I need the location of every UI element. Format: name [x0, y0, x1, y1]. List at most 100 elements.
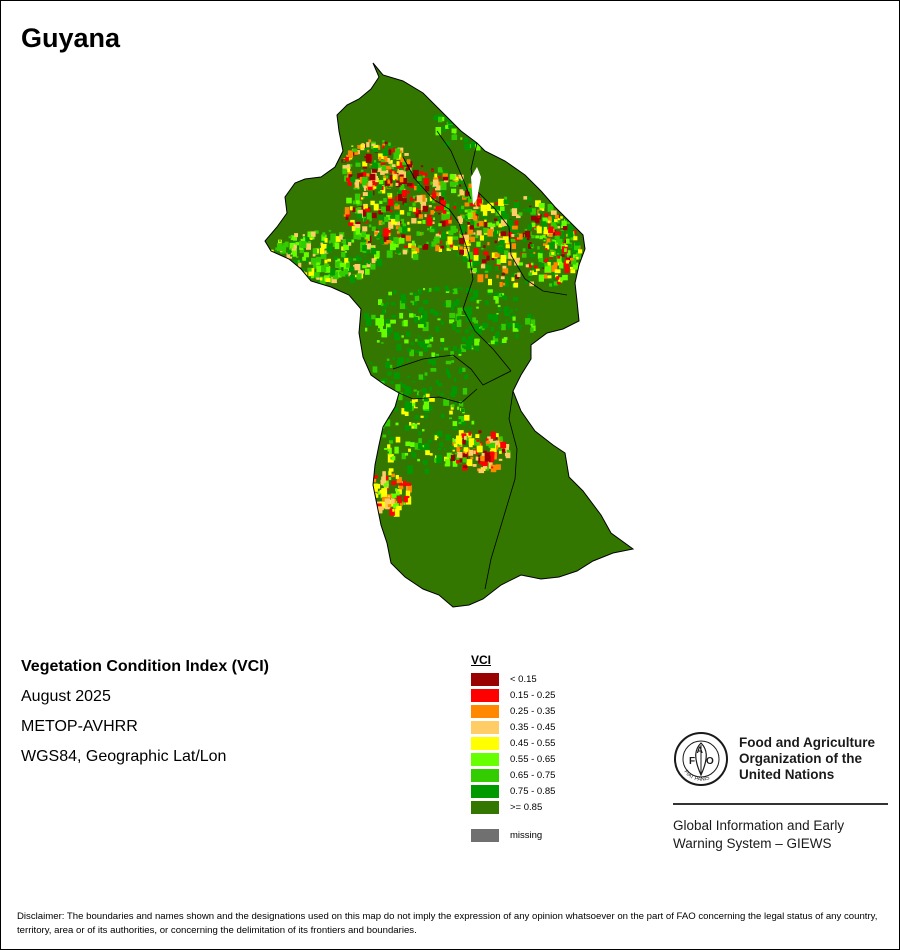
vci-pixel: [417, 334, 422, 339]
vci-pixel: [470, 142, 475, 148]
vci-pixel: [486, 123, 491, 127]
vci-pixel: [544, 213, 549, 217]
vci-pixel: [485, 121, 491, 127]
vci-pixel: [473, 327, 478, 333]
vci-pixel: [487, 229, 493, 237]
vci-pixel: [387, 504, 392, 508]
vci-pixel: [460, 137, 463, 140]
vci-pixel: [482, 113, 486, 117]
vci-pixel: [530, 208, 536, 215]
vci-pixel: [421, 172, 428, 177]
vci-pixel: [295, 242, 301, 246]
vci-pixel: [426, 218, 433, 226]
vci-pixel: [394, 481, 397, 484]
vci-pixel: [461, 119, 466, 123]
map-info: Vegetation Condition Index (VCI) August …: [21, 657, 269, 777]
vci-pixel: [288, 236, 292, 239]
vci-pixel: [450, 105, 457, 111]
vci-pixel: [429, 228, 435, 233]
vci-pixel: [387, 375, 392, 382]
vci-pixel: [331, 276, 337, 284]
vci-pixel: [444, 394, 448, 398]
vci-pixel: [472, 301, 475, 304]
vci-pixel: [389, 477, 392, 481]
vci-pixel: [452, 322, 456, 324]
vci-pixel: [469, 296, 476, 302]
vci-pixel: [576, 252, 581, 260]
vci-pixel: [494, 265, 499, 271]
vci-pixel: [435, 184, 441, 191]
vci-pixel: [405, 306, 408, 309]
vci-pixel: [395, 436, 401, 443]
vci-pixel: [311, 257, 317, 265]
vci-pixel: [447, 236, 453, 245]
projection-label: WGS84, Geographic Lat/Lon: [21, 748, 227, 765]
vci-pixel: [501, 305, 505, 308]
vci-pixel: [410, 342, 415, 346]
vci-pixel: [380, 162, 386, 166]
vci-pixel: [437, 438, 443, 442]
vci-pixel: [469, 325, 473, 330]
vci-pixel: [550, 279, 554, 281]
vci-pixel: [429, 337, 434, 342]
vci-pixel: [463, 124, 467, 128]
vci-pixel: [383, 475, 389, 481]
vci-pixel: [455, 452, 458, 455]
vci-pixel: [355, 162, 361, 167]
vci-pixel: [459, 184, 461, 187]
vci-pixel: [456, 90, 461, 95]
vci-pixel: [490, 206, 494, 210]
vci-pixel: [494, 443, 499, 450]
vci-pixel: [393, 237, 399, 244]
vci-pixel: [352, 149, 358, 153]
vci-pixel: [544, 263, 548, 267]
vci-pixel: [371, 226, 376, 232]
vci-pixel: [393, 509, 400, 517]
vci-pixel: [415, 401, 420, 408]
vci-pixel: [302, 256, 307, 261]
vci-pixel: [389, 169, 393, 173]
vci-pixel: [358, 232, 363, 237]
vci-pixel: [492, 229, 498, 235]
vci-pixel: [533, 268, 537, 273]
vci-pixel: [408, 206, 413, 212]
giews-name: Global Information and Early Warning Sys…: [673, 817, 889, 853]
vci-pixel: [445, 125, 450, 129]
vci-pixel: [363, 204, 367, 207]
vci-pixel: [442, 176, 449, 181]
vci-pixel: [381, 221, 385, 225]
vci-pixel: [570, 258, 575, 261]
vci-pixel: [382, 146, 388, 150]
vci-pixel: [564, 244, 568, 247]
vci-pixel: [387, 444, 391, 449]
vci-pixel: [375, 318, 381, 326]
vci-pixel: [547, 262, 551, 266]
vci-pixel: [471, 420, 475, 425]
vci-pixel: [435, 127, 442, 136]
vci-pixel: [345, 216, 349, 220]
vci-pixel: [488, 278, 492, 286]
vci-pixel: [537, 213, 542, 218]
vci-pixel: [421, 388, 427, 392]
giews-line: Warning System – GIEWS: [673, 836, 832, 851]
vci-pixel: [417, 458, 420, 462]
vci-pixel: [334, 255, 338, 261]
vci-pixel: [488, 328, 491, 332]
vci-pixel: [390, 319, 396, 324]
vci-pixel: [398, 227, 403, 233]
vci-pixel: [464, 240, 469, 246]
vci-pixel: [283, 266, 288, 272]
vci-pixel: [371, 212, 377, 219]
vci-pixel: [315, 248, 319, 254]
vci-pixel: [543, 226, 548, 231]
vci-pixel: [404, 153, 409, 156]
vci-pixel: [456, 459, 460, 464]
vci-pixel: [433, 287, 440, 292]
vci-pixel: [469, 225, 474, 230]
vci-pixel: [425, 450, 430, 456]
vci-pixel: [557, 218, 561, 221]
vci-pixel: [397, 499, 402, 504]
vci-pixel: [545, 244, 550, 250]
vci-pixel: [452, 460, 458, 467]
vci-pixel: [387, 192, 391, 196]
